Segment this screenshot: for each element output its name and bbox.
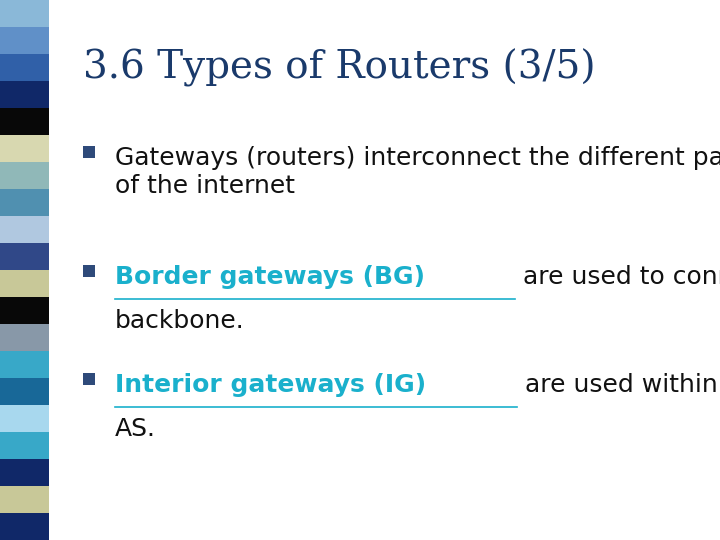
Bar [0,459,49,486]
Text: Interior gateways (IG): Interior gateways (IG) [115,373,426,396]
Bar [0,189,49,216]
Bar [0,81,49,108]
Bar [0,54,49,81]
Bar [0,162,49,189]
Bar [0,108,49,135]
Bar [0,270,49,297]
Bar [0,486,49,513]
Bar [0,351,49,378]
Bar [0,432,49,459]
Bar [0,324,49,351]
Bar [0,243,49,270]
Bar [0,297,49,324]
Bar [0,216,49,243]
Text: Gateways (routers) interconnect the different parts
of the internet: Gateways (routers) interconnect the diff… [115,146,720,198]
Bar [0,135,49,162]
Bar [0,378,49,405]
Bar [0,0,49,27]
Bar [0,405,49,432]
Bar [83,146,95,158]
Text: 3.6 Types of Routers (3/5): 3.6 Types of Routers (3/5) [83,49,595,87]
Text: Border gateways (BG): Border gateways (BG) [115,265,426,288]
Text: backbone.: backbone. [115,309,245,333]
Bar [0,513,49,540]
Text: are used within a single: are used within a single [517,373,720,396]
Bar [83,265,95,277]
Text: are used to connect to the: are used to connect to the [516,265,720,288]
Bar [83,373,95,385]
Text: AS.: AS. [115,417,156,441]
Bar [0,27,49,54]
